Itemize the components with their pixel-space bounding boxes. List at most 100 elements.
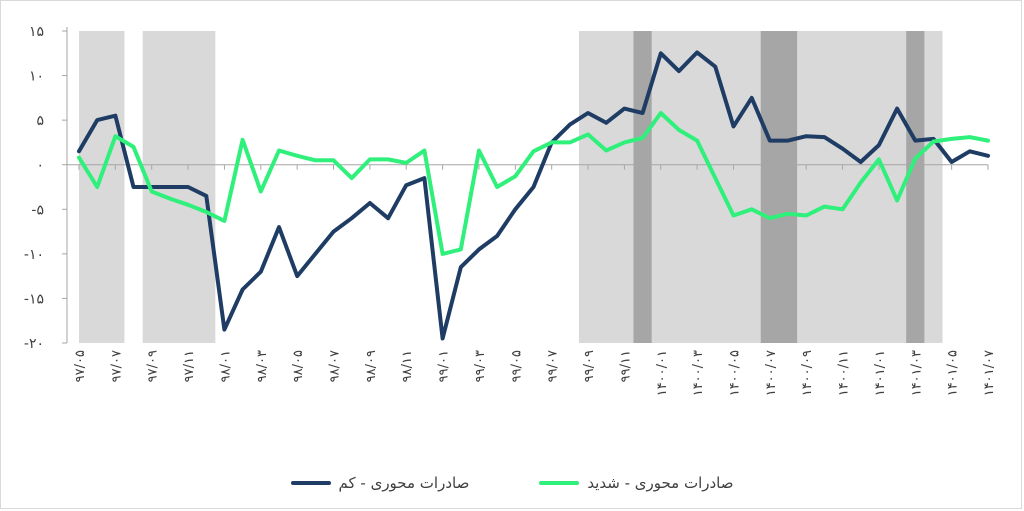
legend: صادرات محوری - کم صادرات محوری - شدید [0, 470, 1024, 496]
series-0-point-46 [913, 139, 917, 143]
series-0-point-25 [532, 185, 535, 189]
series-0-point-50 [986, 154, 990, 158]
series-0-point-40 [804, 134, 808, 138]
x-tick-label-12: ۹۹/۰۵ [509, 350, 524, 382]
series-0-point-38 [768, 139, 772, 143]
series-1-point-4 [150, 189, 154, 193]
x-tick-label-2: ۹۷/۰۹ [146, 350, 161, 382]
y-tick-label-5: -۱۰ [24, 247, 44, 263]
series-0-point-49 [968, 149, 972, 153]
x-tick-label-15: ۹۹/۱۱ [618, 350, 633, 382]
legend-label-low: صادرات محوری - کم [338, 474, 470, 492]
series-0-point-10 [259, 270, 263, 274]
series-1-point-40 [804, 214, 808, 218]
series-1-point-43 [859, 181, 863, 185]
legend-swatch-low [290, 481, 331, 485]
x-tick-label-7: ۹۸/۰۷ [328, 350, 343, 382]
series-1-point-34 [695, 139, 699, 143]
series-0-point-22 [477, 247, 481, 251]
series-1-point-27 [568, 140, 572, 144]
x-tick-label-14: ۹۹/۰۹ [582, 350, 597, 382]
series-1-point-15 [350, 176, 354, 180]
series-0-point-36 [731, 124, 735, 128]
series-0-point-11 [277, 225, 281, 229]
x-tick-label-19: ۱۴۰۰/۰۷ [764, 350, 779, 396]
series-0-point-39 [786, 139, 790, 143]
x-tick-label-8: ۹۸/۰۹ [364, 350, 379, 382]
series-0-point-27 [568, 123, 572, 127]
shaded-region-2 [578, 31, 889, 343]
series-1-point-26 [550, 140, 554, 144]
series-1-point-30 [622, 140, 626, 144]
series-1-point-21 [459, 247, 463, 251]
series-0-point-13 [313, 252, 317, 256]
series-0-point-41 [822, 135, 826, 139]
series-1-point-10 [259, 189, 263, 193]
series-1-point-32 [659, 111, 663, 115]
series-1-point-19 [422, 148, 426, 152]
x-tick-label-1: ۹۷/۰۷ [109, 350, 124, 382]
series-1-point-24 [513, 174, 517, 178]
series-0-point-6 [186, 185, 190, 189]
series-1-point-14 [332, 158, 336, 162]
series-0-point-1 [95, 118, 99, 122]
x-tick-label-17: ۱۴۰۰/۰۳ [691, 350, 706, 396]
series-1-point-48 [950, 137, 954, 141]
series-0-point-0 [77, 149, 81, 153]
series-0-point-20 [441, 337, 445, 341]
shaded-region-5 [760, 31, 798, 343]
series-1-point-35 [713, 176, 717, 180]
series-0-point-35 [713, 65, 717, 69]
series-0-point-42 [841, 147, 845, 151]
series-1-point-6 [186, 203, 190, 207]
x-tick-label-3: ۹۷/۱۱ [182, 350, 197, 382]
series-1-point-17 [386, 157, 390, 161]
shaded-region-0 [79, 31, 125, 343]
series-1-point-7 [204, 210, 208, 214]
y-tick-label-4: -۵ [31, 202, 44, 218]
series-1-point-39 [786, 212, 790, 216]
series-1-point-33 [677, 128, 681, 132]
series-1-point-2 [113, 134, 117, 138]
series-0-point-8 [222, 328, 226, 332]
series-0-point-37 [750, 96, 754, 100]
series-1-point-25 [532, 149, 535, 153]
series-0-point-3 [132, 185, 136, 189]
series-1-point-5 [168, 197, 172, 201]
line-chart: ۱۵ ۱۰ ۵ ۰ -۵ -۱۰ -۱۵ -۲۰ ۹۷/۰۵ ۹۷/۰۷ ۹۷/۰۹ ۹۷/۱۱ ۹۸/… [24, 24, 997, 396]
y-tick-label-2: ۵ [36, 113, 44, 129]
series-0-point-12 [295, 274, 299, 278]
series-0-point-28 [586, 111, 590, 115]
series-1-point-45 [895, 198, 899, 202]
series-0-point-17 [386, 216, 390, 220]
series-1-point-41 [822, 205, 826, 209]
x-tick-label-20: ۱۴۰۰/۰۹ [800, 350, 815, 396]
series-1-point-1 [95, 185, 99, 189]
x-tick-label-23: ۱۴۰۱/۰۳ [909, 350, 924, 396]
series-1-point-29 [604, 148, 608, 152]
series-0-point-30 [622, 107, 626, 111]
legend-item-low: صادرات محوری - کم [290, 474, 470, 492]
x-tick-label-10: ۹۹/۰۱ [437, 350, 452, 382]
series-0-point-33 [677, 69, 681, 73]
y-tick-label-6: -۱۵ [24, 291, 44, 307]
series-1-point-22 [477, 148, 481, 152]
series-1-point-44 [877, 157, 881, 161]
series-0-point-16 [368, 201, 372, 205]
x-tick-label-16: ۱۴۰۰/۰۱ [655, 350, 670, 396]
x-tick-label-21: ۱۴۰۰/۱۱ [837, 350, 852, 396]
series-1-point-8 [222, 219, 226, 223]
y-tick-label-0: ۱۵ [29, 24, 44, 40]
series-0-point-21 [459, 265, 463, 269]
x-tick-label-24: ۱۴۰۱/۰۵ [946, 350, 961, 396]
series-0-point-18 [404, 183, 408, 187]
x-tick-label-25: ۱۴۰۱/۰۷ [982, 350, 997, 396]
y-tick-label-3: ۰ [36, 158, 44, 174]
x-tick-label-4: ۹۸/۰۱ [218, 350, 233, 382]
shaded-region-6 [906, 31, 925, 343]
x-tick-label-6: ۹۸/۰۵ [291, 350, 306, 382]
legend-label-high: صادرات محوری - شدید [587, 474, 734, 492]
series-0-point-2 [113, 114, 117, 118]
series-0-point-14 [332, 230, 336, 234]
